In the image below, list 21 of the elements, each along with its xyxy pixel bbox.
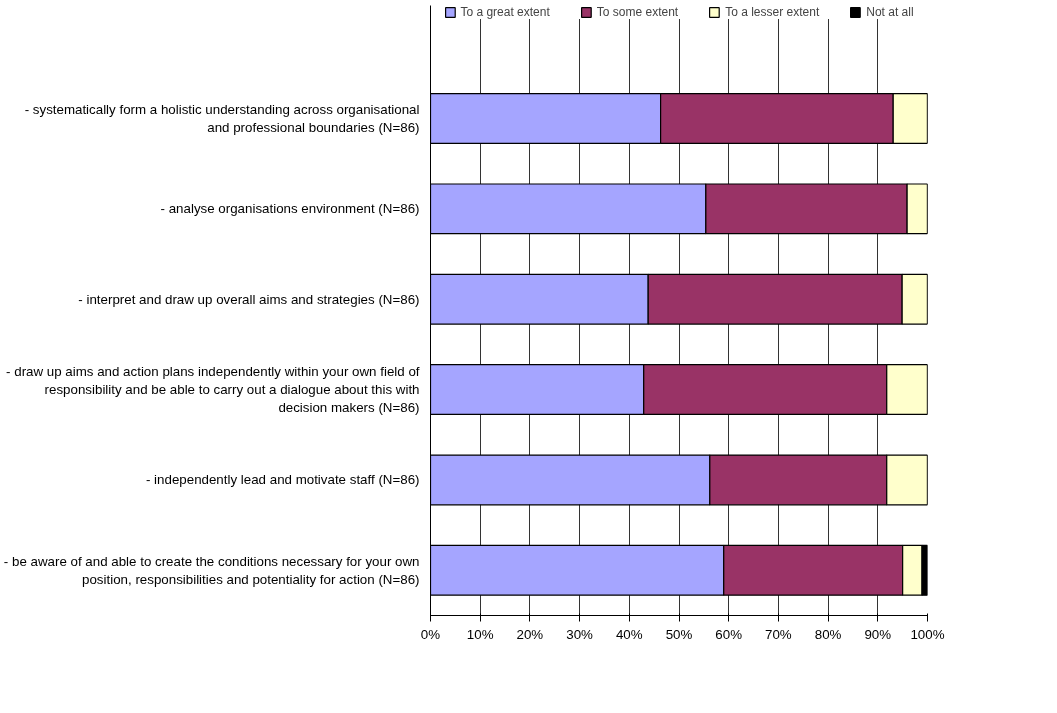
x-tick-label: 80% [814, 626, 842, 642]
x-tick-label: 40% [615, 626, 643, 642]
x-tick-label: 50% [665, 626, 693, 642]
y-tick-label: - draw up aims and action plans independently within your own field of responsibility and be able to carry out a dialogue about this with decision makers (N=86) [6, 364, 420, 416]
x-tick-label: 100% [910, 626, 945, 642]
x-tick-label: 20% [516, 626, 544, 642]
x-tick-label: 10% [466, 626, 494, 642]
legend-label: To a great extent [460, 5, 550, 19]
y-tick-label: - be aware of and able to create the conditions necessary for your own position, responsibilities and potentiality for action (N=86) [3, 553, 420, 587]
y-tick-label: - independently lead and motivate staff (N=86) [145, 472, 420, 488]
x-tick-label: 90% [864, 626, 892, 642]
x-tick-label: 60% [715, 626, 743, 642]
x-tick-label: 30% [566, 626, 594, 642]
x-tick-label: 70% [765, 626, 792, 642]
y-tick-label: - analyse organisations environment (N=86) [160, 201, 420, 217]
legend-label: To a lesser extent [725, 5, 820, 19]
x-tick-label: 0% [420, 626, 441, 642]
y-tick-label: - interpret and draw up overall aims and strategies (N=86) [78, 291, 420, 307]
legend-label: Not at all [866, 5, 914, 19]
y-tick-label: - systematically form a holistic understanding across organisational and professional boundaries (N=86) [24, 101, 420, 135]
legend-label: To some extent [596, 5, 679, 19]
